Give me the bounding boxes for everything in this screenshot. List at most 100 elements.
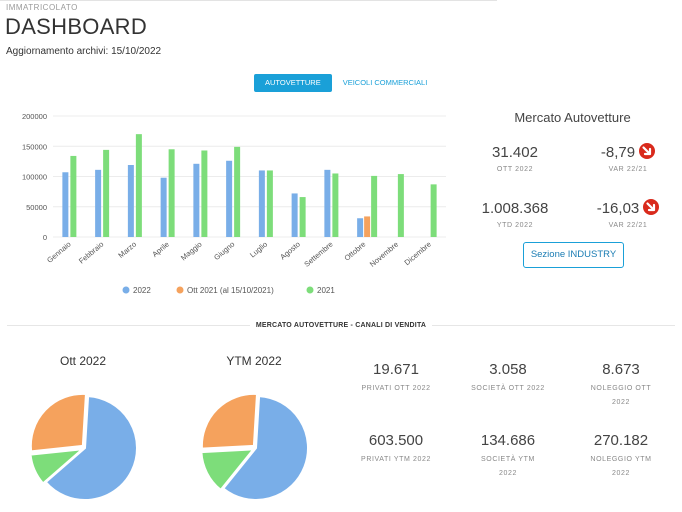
bar-2021-dicembre (430, 184, 437, 237)
stat-noleggio-month-value: 8.673 (602, 361, 640, 378)
arrow-down-right-icon (643, 199, 660, 216)
stat-privati-month-label: PRIVATI OTT 2022 (342, 382, 450, 396)
bar-2021-agosto (299, 197, 306, 237)
stat-noleggio-ytm-value: 270.182 (593, 432, 649, 449)
bar-ott-2021-al-15-10-2021--ottobre (364, 216, 371, 237)
stat-noleggio-ytm-label: NOLEGGIO YTM 2022 (567, 453, 675, 481)
legend-label: 2022 (133, 286, 151, 295)
y-tick-label: 150000 (22, 142, 47, 151)
bar-2021-ottobre (371, 175, 378, 237)
update-info: Aggiornamento archivi: 15/10/2022 (6, 46, 161, 57)
pie-slice-2 (200, 392, 259, 450)
label-line: PRIVATI YTM 2022 (361, 456, 431, 463)
bar-2021-gennaio (70, 155, 77, 237)
update-date: 15/10/2022 (111, 46, 162, 57)
bar-2022-marzo (127, 165, 134, 237)
stat-societa-ytm-label: SOCIETÀ YTM 2022 (454, 453, 562, 481)
pie-slice-2 (29, 392, 88, 453)
x-tick-label: Giugno (212, 240, 236, 262)
stat-societa-month-label: SOCIETÀ OTT 2022 (454, 382, 562, 396)
bar-2021-marzo (135, 134, 142, 237)
bar-2022-ottobre (357, 218, 364, 237)
kpi-month-var-label: VAR 22/21 (608, 166, 648, 173)
stat-privati-month-value: 19.671 (373, 361, 419, 378)
bar-2022-gennaio (62, 172, 69, 237)
legend-marker (122, 286, 130, 294)
update-label: Aggiornamento archivi: (6, 46, 109, 57)
legend-label: 2021 (317, 286, 335, 295)
x-tick-label: Aprile (150, 240, 170, 259)
bar-2021-luglio (266, 170, 273, 237)
y-tick-label: 100000 (22, 173, 47, 182)
bar-2021-settembre (332, 173, 339, 237)
legend-marker (176, 286, 184, 294)
bar-2022-maggio (193, 163, 200, 237)
kpi-ytd-var-label: VAR 22/21 (608, 222, 648, 229)
legend-label: Ott 2021 (al 15/10/2021) (187, 286, 274, 295)
bar-2021-giugno (234, 146, 241, 237)
section-label: IMMATRICOLATO (6, 3, 78, 12)
stat-societa-month-value: 3.058 (489, 361, 527, 378)
label-line: 2022 (499, 470, 517, 477)
kpi-month-label: OTT 2022 (496, 166, 534, 173)
x-tick-label: Marzo (116, 240, 138, 260)
x-tick-label: Maggio (179, 240, 204, 263)
kpi-ytd-label: YTD 2022 (496, 222, 534, 229)
bar-2022-agosto (291, 193, 298, 237)
x-tick-label: Settembre (302, 240, 334, 269)
x-tick-label: Febbraio (77, 240, 105, 266)
bar-2022-luglio (258, 170, 265, 237)
stat-privati-ytm-value: 603.500 (368, 432, 424, 449)
kpi-month-var-value: -8,79 (600, 144, 636, 161)
header-rule (0, 0, 497, 1)
y-tick-label: 0 (43, 233, 47, 242)
stat-privati-ytm-label: PRIVATI YTM 2022 (342, 453, 450, 467)
x-tick-label: Agosto (278, 240, 302, 262)
channels-title: MERCATO AUTOVETTURE - CANALI DI VENDITA (7, 322, 675, 329)
tab-autovetture[interactable]: AUTOVETTURE (254, 74, 332, 92)
pie-slice-0 (221, 395, 309, 501)
pie-slice-1 (29, 447, 86, 485)
tab-veicoli-commerciali[interactable]: VEICOLI COMMERCIALI (342, 78, 428, 87)
label-line: NOLEGGIO YTM (590, 456, 652, 463)
bar-2022-aprile (160, 177, 167, 237)
vehicle-tabs: AUTOVETTURE VEICOLI COMMERCIALI (254, 74, 438, 92)
label-line: 2022 (612, 470, 630, 477)
bar-2022-febbraio (95, 169, 102, 237)
arrow-down-right-icon (639, 143, 656, 160)
channels-title-text: MERCATO AUTOVETTURE - CANALI DI VENDITA (249, 322, 433, 329)
pie-chart-month (29, 392, 138, 501)
y-tick-label: 200000 (22, 112, 47, 121)
label-line: 2022 (612, 399, 630, 406)
kpi-ytd-variation: -16,03 (576, 199, 680, 217)
bar-2022-giugno (226, 160, 233, 237)
stat-noleggio-month-label: NOLEGGIO OTT 2022 (567, 382, 675, 410)
label-line: NOLEGGIO OTT (590, 385, 652, 392)
bar-2021-maggio (201, 150, 208, 237)
industry-section-button[interactable]: Sezione INDUSTRY (523, 242, 624, 268)
bar-2022-settembre (324, 169, 331, 237)
market-title: Mercato Autovetture (514, 110, 631, 125)
legend-marker (306, 286, 314, 294)
pie-title-ytm: YTM 2022 (226, 354, 282, 368)
stat-societa-ytm-value: 134.686 (480, 432, 536, 449)
monthly-registrations-chart: 0 50000 100000 150000 200000 Gennaio Febbraio M… (22, 112, 446, 295)
kpi-month-variation: -8,79 (576, 143, 680, 161)
x-tick-label: Gennaio (45, 240, 73, 265)
bar-2021-novembre (397, 174, 404, 237)
x-tick-label: Dicembre (403, 240, 433, 268)
x-tick-label: Novembre (368, 240, 400, 269)
x-tick-label: Ottobre (342, 240, 367, 263)
pie-title-month: Ott 2022 (59, 354, 107, 368)
label-line: SOCIETÀ OTT 2022 (471, 385, 545, 392)
kpi-ytd-value: 1.008.368 (481, 200, 549, 217)
pie-chart-ytm (200, 392, 309, 501)
label-line: SOCIETÀ YTM (481, 456, 535, 463)
pie-slice-1 (200, 448, 256, 492)
label-line: PRIVATI OTT 2022 (361, 385, 431, 392)
bar-2021-aprile (168, 149, 175, 237)
page-title: DASHBOARD (5, 14, 148, 39)
y-tick-label: 50000 (26, 203, 47, 212)
pie-slice-0 (44, 395, 138, 501)
bar-2021-febbraio (103, 149, 110, 237)
